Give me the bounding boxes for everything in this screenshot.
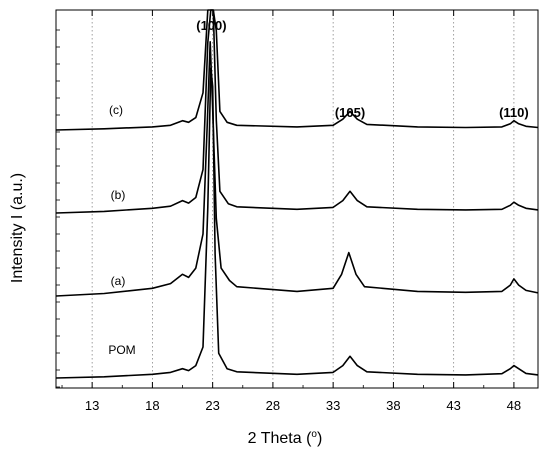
- series-label: (c): [109, 103, 123, 117]
- y-axis-title: Intensity I (a.u.): [9, 173, 26, 283]
- series-labels: POM (a) (b) (c): [108, 103, 135, 357]
- series-line: [55, 67, 539, 379]
- x-tick-label: 13: [85, 398, 99, 413]
- x-axis-title-main: 2 Theta (: [248, 430, 312, 447]
- series-line: [55, 9, 539, 214]
- y-axis-ticks: [56, 29, 60, 388]
- series-line: [55, 9, 539, 131]
- peak-label: (105): [335, 105, 365, 120]
- grid-lines: [91, 10, 515, 388]
- x-tick-label: 28: [266, 398, 280, 413]
- x-tick-labels: 13 18 23 28 33 38 43 48: [85, 398, 521, 413]
- series-label: (a): [111, 274, 126, 288]
- series-lines: [55, 9, 539, 379]
- series-label: POM: [108, 343, 135, 357]
- x-axis-title-degree: o: [311, 429, 317, 440]
- x-tick-label: 18: [145, 398, 159, 413]
- x-tick-label: 33: [326, 398, 340, 413]
- series-line: [55, 40, 539, 297]
- x-tick-label: 38: [386, 398, 400, 413]
- peak-label: (110): [499, 105, 529, 120]
- x-tick-label: 23: [205, 398, 219, 413]
- plot-frame: [55, 9, 539, 389]
- x-tick-label: 48: [507, 398, 521, 413]
- x-axis-title-close: ): [317, 430, 322, 447]
- x-tick-label: 43: [446, 398, 460, 413]
- x-axis-title: 2 Theta (o): [248, 429, 323, 447]
- peak-annotations: (100) (105) (110): [196, 18, 528, 120]
- peak-label: (100): [196, 18, 226, 33]
- series-label: (b): [111, 188, 126, 202]
- x-axis-ticks: [61, 10, 515, 388]
